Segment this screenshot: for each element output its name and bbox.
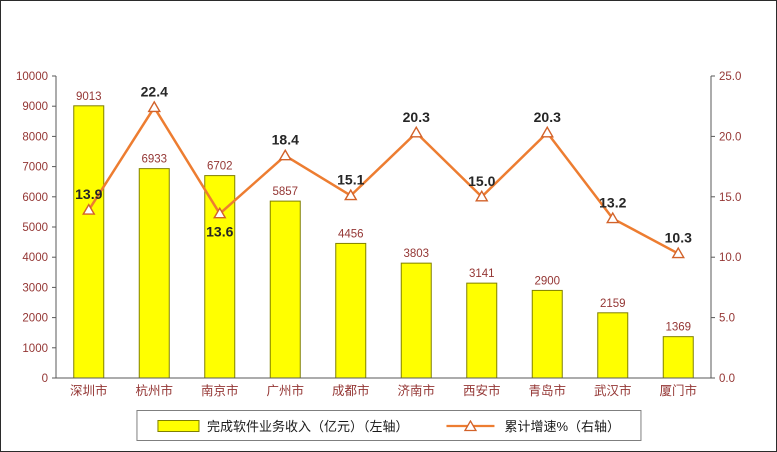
bar [662,336,694,379]
line-marker [409,125,423,138]
bar-value-label: 9013 [76,91,102,103]
line-marker [475,189,489,202]
left-tick-label: 7000 [22,162,48,174]
growth-line [87,105,679,255]
bar-value-label: 6933 [141,154,167,166]
bar-value-label: 3803 [403,248,429,260]
category-label: 武汉市 [594,383,632,398]
legend: 完成软件业务收入（亿元）（左轴） 累计增速%（右轴） [135,410,642,441]
line-value-label: 22.4 [141,83,168,99]
left-tick-label: 6000 [22,192,48,204]
legend-item-line: 累计增速%（右轴） [444,416,620,435]
category-label: 济南市 [397,383,435,398]
line-swatch-icon [446,419,495,431]
bar [138,168,170,379]
line-marker [278,148,292,161]
line-value-label: 15.0 [468,173,495,189]
line-value-label: 13.9 [75,186,102,202]
right-tick-label: 15.0 [719,192,741,204]
line-marker [344,188,358,201]
category-label: 杭州市 [135,383,173,398]
bar-value-label: 4456 [338,228,364,240]
right-tick-label: 25.0 [719,71,741,83]
bar-value-label: 2900 [534,275,560,287]
right-tick-label: 0.0 [719,373,735,385]
bar-value-label: 6702 [207,161,233,173]
line-marker [213,206,227,219]
bar [73,105,105,379]
legend-item-bar: 完成软件业务收入（亿元）（左轴） [156,416,409,435]
left-tick-label: 8000 [22,131,48,143]
line-marker [606,211,620,224]
line-marker [540,125,554,138]
bar [400,262,432,379]
bar-value-label: 2159 [600,298,626,310]
left-tick-label: 5000 [22,222,48,234]
line-value-label: 20.3 [403,109,430,125]
left-tick-label: 0 [42,373,48,385]
bar-value-label: 3141 [469,268,495,280]
line-value-label: 10.3 [665,230,692,246]
bar [335,242,367,379]
bar-swatch-icon [156,419,199,432]
bar-value-label: 5857 [272,186,298,198]
right-tick-label: 10.0 [719,252,741,264]
line-value-label: 13.6 [206,224,233,240]
left-tick-label: 10000 [16,71,48,83]
line-value-label: 20.3 [534,109,561,125]
category-label: 西安市 [463,383,501,398]
left-tick-label: 1000 [22,343,48,355]
line-marker [671,246,685,259]
bar [531,289,563,379]
line-marker [82,203,96,215]
legend-label-bar: 完成软件业务收入（亿元）（左轴） [206,419,409,434]
bar [269,200,301,379]
category-label: 南京市 [201,383,239,398]
bar [466,282,498,379]
left-tick-label: 2000 [22,313,48,325]
bar-value-label: 1369 [665,322,691,334]
category-label: 厦门市 [659,383,697,398]
category-label: 广州市 [266,383,304,398]
left-tick-label: 4000 [22,252,48,264]
line-value-label: 18.4 [272,132,299,148]
legend-label-line: 累计增速%（右轴） [504,419,621,434]
line-value-label: 15.1 [337,172,364,188]
category-label: 成都市 [332,383,370,398]
bar [597,312,629,379]
line-marker [147,100,161,113]
right-tick-label: 5.0 [719,313,735,325]
left-tick-label: 9000 [22,101,48,113]
line-value-label: 13.2 [599,195,626,211]
left-tick-label: 3000 [22,282,48,294]
category-label: 深圳市 [70,383,108,398]
category-label: 青岛市 [528,383,566,398]
right-tick-label: 20.0 [719,131,741,143]
